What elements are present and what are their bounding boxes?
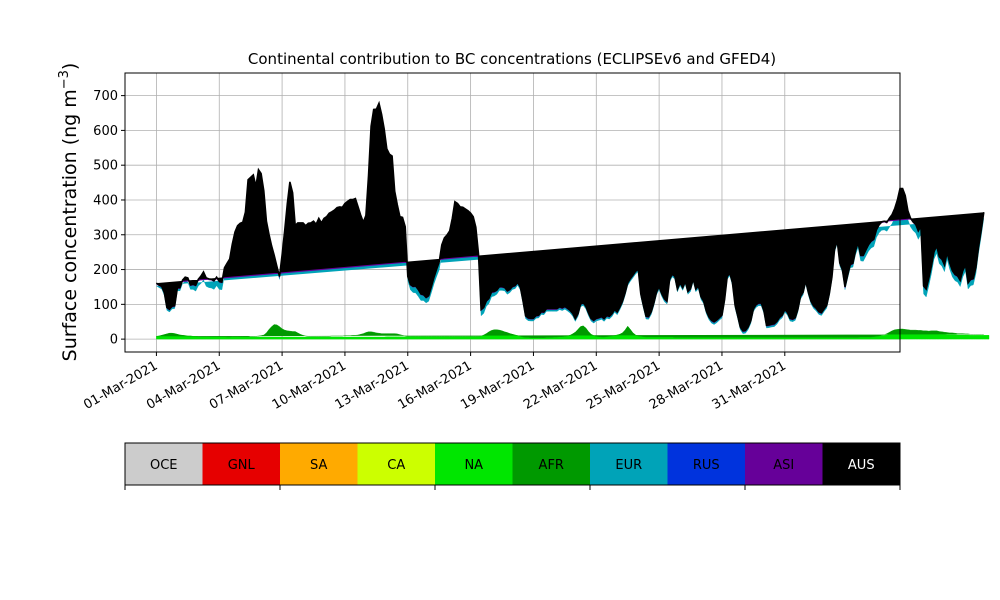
legend-swatch-ca	[357, 443, 436, 485]
area-series-afr	[156, 324, 984, 338]
legend-swatch-gnl	[202, 443, 281, 485]
legend-swatch-oce	[125, 443, 203, 485]
legend-swatch-na	[435, 443, 513, 485]
y-tick-label: 600	[93, 124, 118, 139]
y-axis-label-main: Surface concentration (ng m	[59, 89, 81, 361]
legend-swatch-sa	[280, 443, 358, 485]
axes-frame	[124, 72, 901, 353]
stacked-areas	[156, 102, 990, 340]
y-tick-label: 500	[93, 159, 118, 174]
legend-swatch-rus	[667, 443, 746, 485]
y-tick-label: 100	[93, 298, 118, 313]
legend-label-rus: RUS	[693, 458, 720, 473]
chart-title: Continental contribution to BC concentra…	[248, 50, 776, 68]
total-line	[155, 100, 985, 332]
y-axis-label: Surface concentration (ng m−3)	[57, 63, 81, 362]
y-tick-label: 400	[93, 193, 118, 208]
legend-label-eur: EUR	[615, 458, 642, 473]
region-colorbar-legend: OCE GNL SA CA NA AFR EUR RUS ASI AUS	[124, 442, 901, 490]
total-outline	[155, 100, 985, 332]
legend-frame	[124, 442, 901, 486]
legend-swatch-asi	[745, 443, 823, 485]
legend-swatch-afr	[512, 443, 591, 485]
y-tick-label: 700	[93, 89, 118, 104]
y-axis-ticks: 0 100 200 300 400 500 600 700	[93, 89, 125, 348]
legend-label-asi: ASI	[773, 458, 794, 473]
legend-label-aus: AUS	[848, 458, 875, 473]
legend-swatch-eur	[590, 443, 668, 485]
y-tick-label: 0	[110, 333, 118, 348]
legend-label-afr: AFR	[539, 458, 564, 473]
legend-swatch-aus	[822, 443, 901, 485]
y-tick-label: 200	[93, 263, 118, 278]
legend-label-gnl: GNL	[228, 458, 256, 473]
y-axis-label-close: )	[59, 63, 81, 70]
area-series-aus	[156, 102, 984, 332]
y-axis-label-exponent: −3	[57, 70, 72, 89]
legend-label-oce: OCE	[150, 458, 178, 473]
legend-label-ca: CA	[387, 458, 405, 473]
y-tick-label: 300	[93, 228, 118, 243]
x-axis-ticks: 01-Mar-202104-Mar-202107-Mar-202110-Mar-…	[81, 352, 789, 413]
legend-label-na: NA	[464, 458, 483, 473]
area-series-na	[156, 325, 990, 340]
legend-label-sa: SA	[310, 458, 327, 473]
